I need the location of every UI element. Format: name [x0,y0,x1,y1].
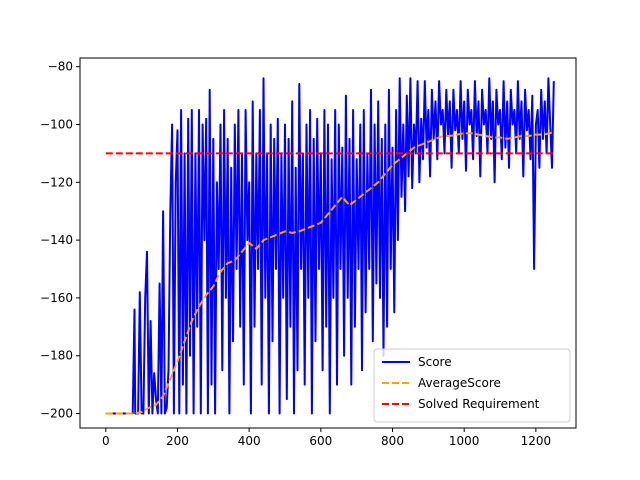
series-line-averagescore [105,130,555,415]
legend-label: Score [418,355,452,369]
legend: Score AverageScore Solved Requirement [373,348,571,423]
x-tick-label: 600 [309,434,332,448]
legend-box [373,348,571,423]
series-line-score [105,77,555,415]
x-tick-label: 200 [166,434,189,448]
x-tick-label: 0 [102,434,110,448]
x-tick-label: 400 [238,434,261,448]
legend-label: AverageScore [418,376,501,390]
y-tick-label: −140 [40,233,73,247]
y-tick-label: −80 [48,60,73,74]
y-tick-label: −120 [40,175,73,189]
y-tick-label: −160 [40,291,73,305]
y-tick-label: −100 [40,117,73,131]
y-axis: −200 −180 −160 −140 −120 −100 −80 [40,60,80,421]
y-tick-label: −200 [40,407,73,421]
x-tick-label: 1000 [449,434,480,448]
axes-frame [79,57,577,429]
x-tick-label: 1200 [521,434,552,448]
x-axis: 0 200 400 600 800 1000 1200 [102,428,551,448]
y-tick-label: −180 [40,349,73,363]
legend-label: Solved Requirement [418,397,540,411]
plot-layer [105,77,555,415]
x-tick-label: 800 [381,434,404,448]
